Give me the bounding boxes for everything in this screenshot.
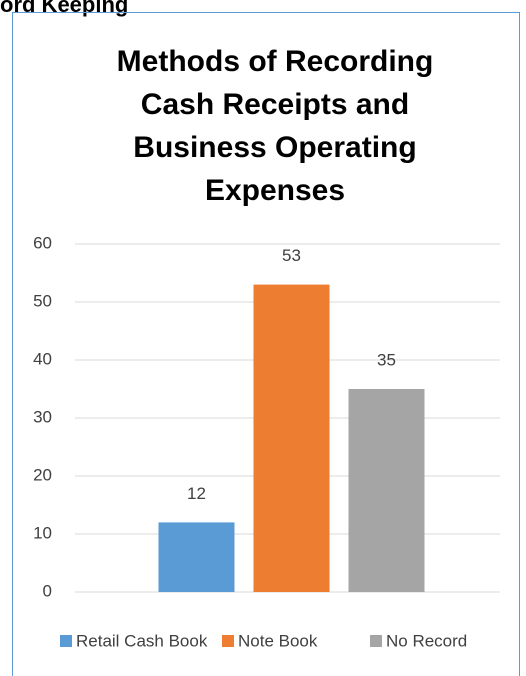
data-label: 53 <box>282 246 301 265</box>
legend-swatch <box>370 635 382 647</box>
legend-label: Note Book <box>238 631 318 650</box>
bar <box>348 389 425 592</box>
y-tick-label: 40 <box>33 349 52 368</box>
y-tick-label: 0 <box>43 581 52 600</box>
legend-swatch <box>60 635 72 647</box>
legend-label: Retail Cash Book <box>76 631 208 650</box>
chart-frame <box>12 12 520 676</box>
chart-title: Methods of Recording Cash Receipts and B… <box>116 45 434 207</box>
bar <box>253 284 330 592</box>
bar <box>158 522 235 592</box>
data-label: 35 <box>377 350 396 369</box>
y-tick-label: 60 <box>33 233 52 252</box>
legend-label: No Record <box>386 631 467 650</box>
y-tick-label: 50 <box>33 291 52 310</box>
legend-swatch <box>222 635 234 647</box>
data-label: 12 <box>187 484 206 503</box>
y-tick-label: 20 <box>33 465 52 484</box>
y-tick-label: 30 <box>33 407 52 426</box>
y-tick-label: 10 <box>33 523 52 542</box>
